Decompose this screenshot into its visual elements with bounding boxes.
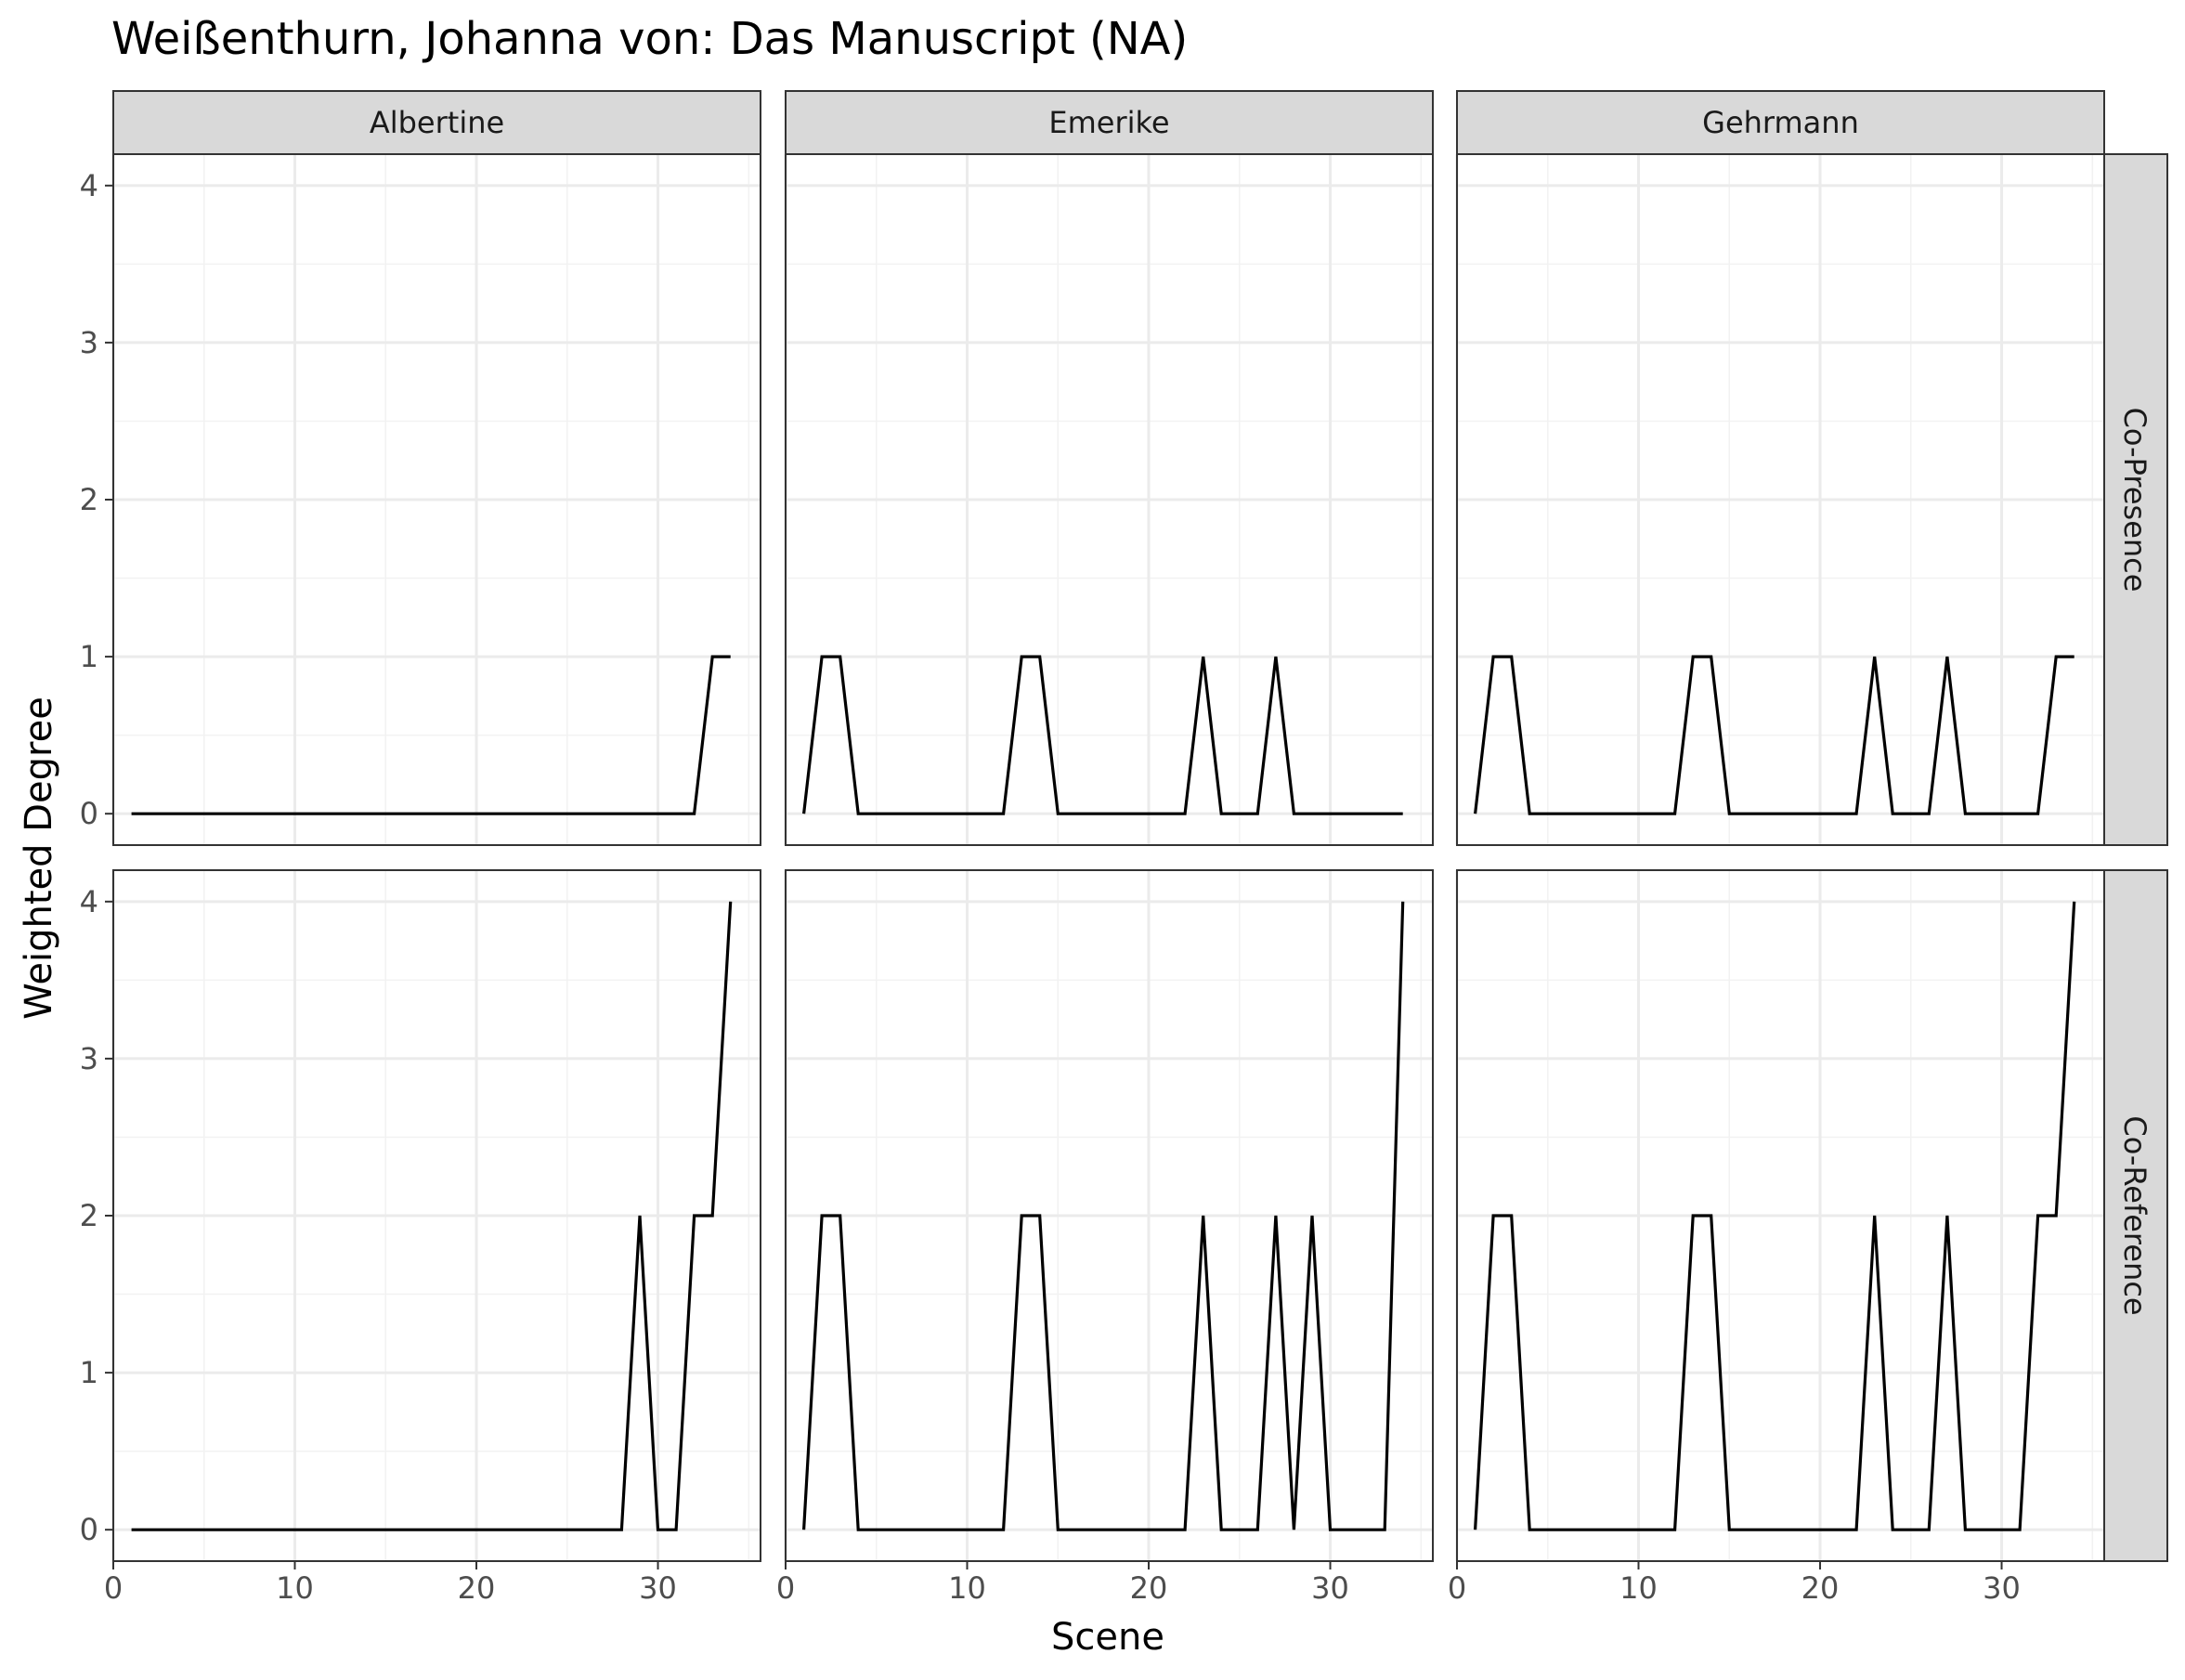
x-tick-label: 0 (776, 1570, 795, 1606)
panel-border (785, 153, 1434, 846)
facet-strip-albertine (112, 90, 761, 155)
y-tick-label: 4 (80, 884, 98, 919)
x-axis-title: Scene (1051, 1616, 1164, 1659)
x-tick-label: 20 (1130, 1570, 1168, 1606)
x-tick-label: 0 (104, 1570, 123, 1606)
facet-strip-co-presence (2101, 153, 2168, 846)
facet-strip-label: Albertine (370, 105, 504, 140)
x-tick-label: 10 (1619, 1570, 1658, 1606)
facet-strip-label: Co-Reference (2117, 1115, 2152, 1315)
panel-border (1456, 153, 2105, 846)
y-tick-label: 0 (80, 1512, 98, 1547)
series-line-gehrmann-co-reference (1474, 901, 2076, 1531)
facet-strip-label: Emerike (1048, 105, 1169, 140)
y-tick-label: 2 (80, 1198, 98, 1233)
panel-emerike-co-reference: 0 10 20 30 (776, 869, 1434, 1606)
x-tick-label: 20 (458, 1570, 496, 1606)
panel-border (785, 869, 1434, 1562)
y-tick-label: 4 (80, 168, 98, 203)
x-tick-label: 10 (948, 1570, 986, 1606)
chart-title: Weißenthurn, Johanna von: Das Manuscript… (111, 13, 1188, 65)
facet-strip-label: Gehrmann (1702, 105, 1859, 140)
y-tick-label: 3 (80, 1041, 98, 1076)
facet-strip-emerike (785, 90, 1434, 155)
facet-strip-co-reference (2101, 869, 2168, 1562)
x-tick-label: 30 (639, 1570, 677, 1606)
y-tick-label: 3 (80, 325, 98, 360)
series-line-albertine-co-reference (131, 901, 733, 1531)
y-tick-label: 0 (80, 796, 98, 831)
y-tick-label: 2 (80, 482, 98, 517)
panel-gehrmann-co-reference: 0 10 20 30 (1448, 869, 2105, 1606)
series-line-albertine-co-presence (131, 655, 731, 815)
x-tick-label: 0 (1448, 1570, 1466, 1606)
panel-emerike-co-presence (784, 153, 1434, 846)
y-tick-label: 1 (80, 639, 98, 674)
x-tick-label: 30 (1983, 1570, 2021, 1606)
panel-albertine-co-presence: 0 1 2 3 4 (80, 153, 761, 846)
series-line-emerike-co-presence (802, 655, 1403, 815)
y-axis-title: Weighted Degree (18, 697, 60, 1020)
panel-albertine-co-reference: 0 1 2 3 4 0 10 20 30 (80, 869, 761, 1606)
facet-panels: Albertine Emerike Gehrmann Co-Presence Co-Re… (80, 90, 2168, 1606)
x-tick-label: 20 (1801, 1570, 1840, 1606)
x-tick-label: 10 (276, 1570, 314, 1606)
panel-gehrmann-co-presence (1455, 153, 2105, 846)
x-tick-label: 30 (1311, 1570, 1349, 1606)
panel-border (1456, 869, 2105, 1562)
series-line-emerike-co-reference (802, 901, 1405, 1531)
y-tick-label: 1 (80, 1355, 98, 1390)
series-line-gehrmann-co-presence (1474, 655, 2074, 815)
facet-strip-label: Co-Presence (2117, 408, 2152, 593)
